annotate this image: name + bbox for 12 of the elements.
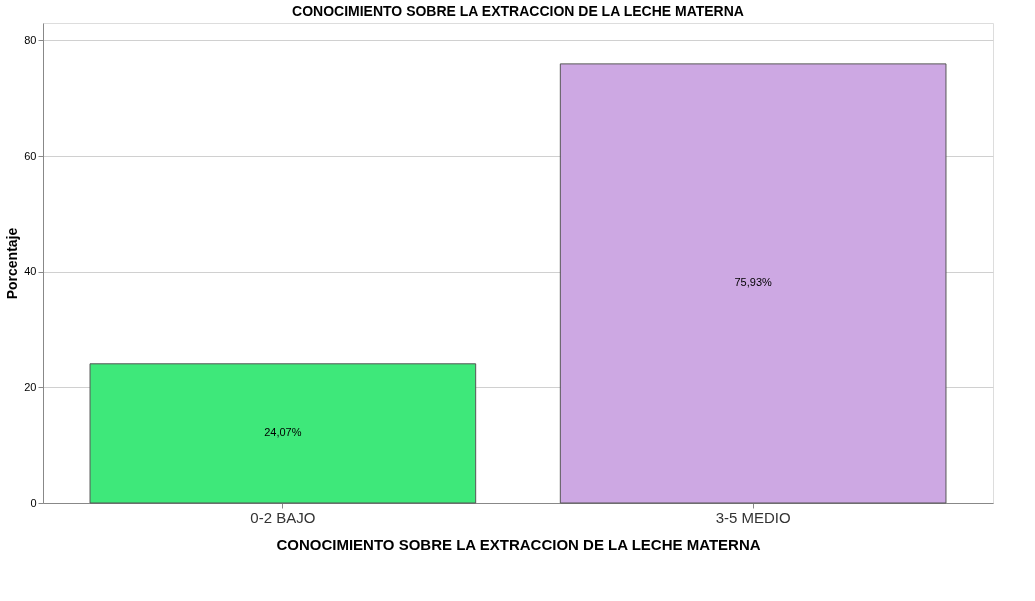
x-tick-label: 3-5 MEDIO <box>715 508 791 526</box>
x-axis-title: CONOCIMIENTO SOBRE LA EXTRACCION DE LA LECHE MATERNA <box>276 535 761 553</box>
y-tick-label: 60 <box>24 149 37 162</box>
chart-title: CONOCIMIENTO SOBRE LA EXTRACCION DE LA LECHE MATERNA <box>292 3 744 19</box>
y-tick-label: 0 <box>30 496 37 509</box>
data-label: 24,07% <box>264 426 302 439</box>
y-tick-label: 40 <box>24 265 37 278</box>
y-tick-label: 20 <box>24 380 37 393</box>
x-tick-label: 0-2 BAJO <box>250 508 316 526</box>
data-label: 75,93% <box>734 276 773 289</box>
y-tick-label: 80 <box>24 33 37 46</box>
y-axis-title: Porcentaje <box>4 227 21 300</box>
